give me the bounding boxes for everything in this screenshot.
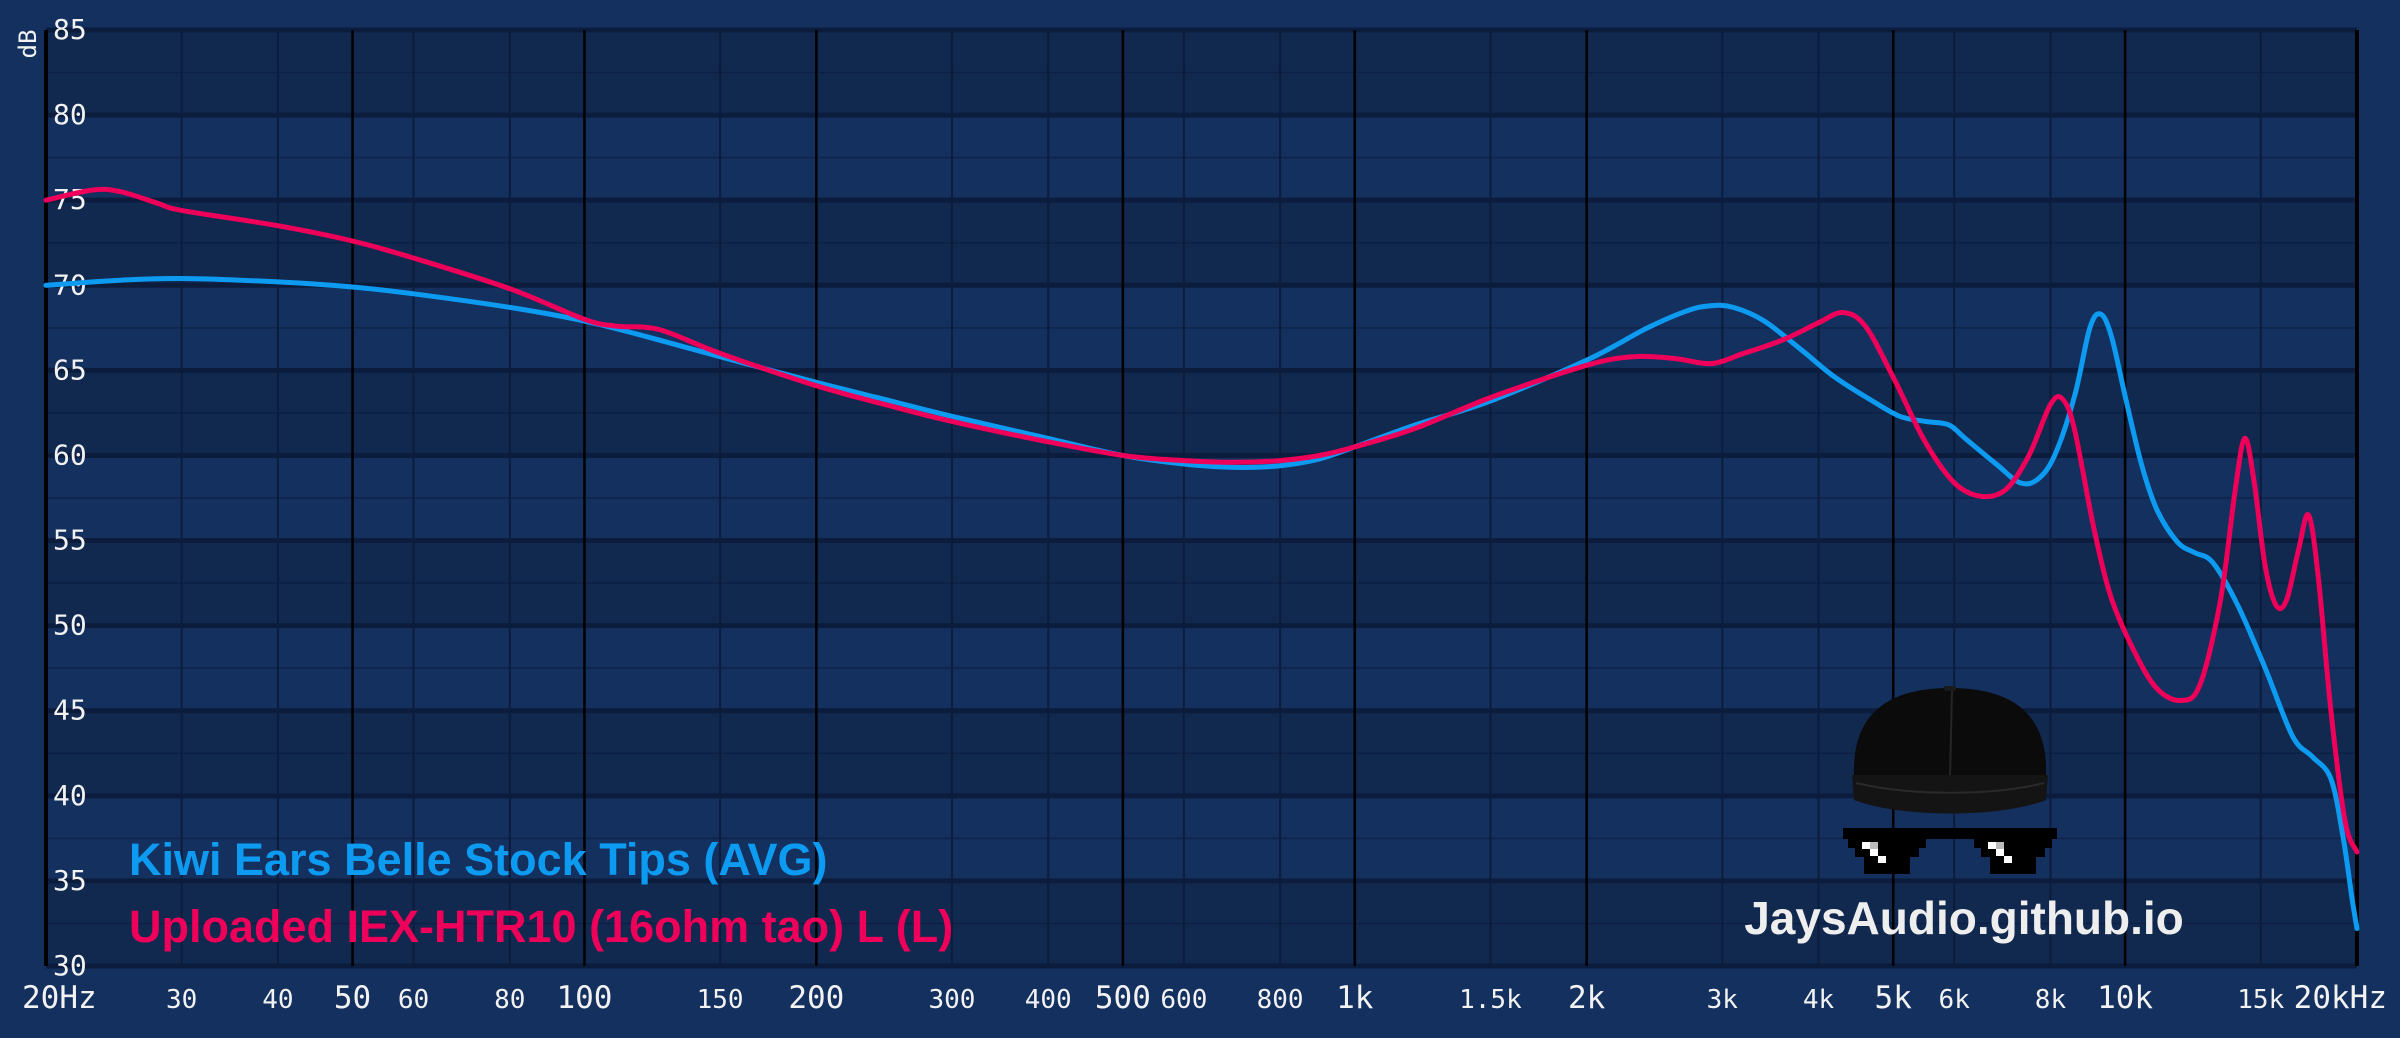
y-axis-label: dB bbox=[14, 30, 42, 59]
x-tick-label: 20kHz bbox=[2294, 980, 2387, 1016]
legend-entry-iex-htr10: Uploaded IEX-HTR10 (16ohm tao) L (L) bbox=[129, 901, 953, 952]
axes: 20Hz 30 40 50 60 80 100 150 200 300 400 500 600 800 1k… bbox=[14, 13, 2387, 1016]
x-tick-label: 4k bbox=[1803, 985, 1835, 1015]
x-tick-label: 40 bbox=[262, 985, 293, 1015]
grid bbox=[44, 27, 2359, 969]
x-tick-label: 15k bbox=[2237, 985, 2284, 1015]
y-tick-label: 85 bbox=[53, 13, 87, 46]
x-tick-label: 80 bbox=[494, 985, 525, 1015]
y-tick-label: 60 bbox=[53, 438, 87, 471]
legend: Kiwi Ears Belle Stock Tips (AVG) Uploade… bbox=[129, 834, 953, 952]
y-tick-label: 65 bbox=[53, 353, 87, 386]
series-line-iex-htr10 bbox=[43, 186, 2360, 855]
x-tick-label: 20Hz bbox=[22, 980, 97, 1016]
x-tick-label: 1.5k bbox=[1459, 985, 1522, 1015]
x-tick-label: 6k bbox=[1939, 985, 1971, 1015]
cap-and-pixel-sunglasses-icon bbox=[1843, 686, 2057, 874]
watermark-text: JaysAudio.github.io bbox=[1744, 892, 2184, 944]
x-tick-label: 60 bbox=[398, 985, 429, 1015]
x-tick-label: 800 bbox=[1257, 985, 1304, 1015]
y-tick-label: 50 bbox=[53, 609, 87, 642]
x-tick-label: 200 bbox=[788, 980, 844, 1016]
x-tick-label: 150 bbox=[697, 985, 744, 1015]
watermark: JaysAudio.github.io bbox=[1744, 686, 2184, 944]
x-tick-label: 30 bbox=[166, 985, 197, 1015]
y-tick-label: 80 bbox=[53, 98, 87, 131]
x-tick-label: 50 bbox=[334, 980, 371, 1016]
y-tick-label: 45 bbox=[53, 694, 87, 727]
x-tick-label: 1k bbox=[1336, 980, 1374, 1016]
y-tick-label: 35 bbox=[53, 864, 87, 897]
x-tick-label: 500 bbox=[1095, 980, 1151, 1016]
x-tick-label: 3k bbox=[1707, 985, 1739, 1015]
series-line-kiwi-ears-belle bbox=[43, 275, 2360, 932]
y-tick-label: 40 bbox=[53, 779, 87, 812]
x-tick-label: 5k bbox=[1875, 980, 1913, 1016]
x-tick-label: 8k bbox=[2035, 985, 2067, 1015]
x-tick-label: 400 bbox=[1025, 985, 1072, 1015]
legend-entry-kiwi-ears-belle: Kiwi Ears Belle Stock Tips (AVG) bbox=[129, 834, 828, 885]
x-tick-label: 600 bbox=[1160, 985, 1207, 1015]
series-lines bbox=[43, 186, 2360, 932]
y-tick-label: 30 bbox=[53, 949, 87, 982]
x-tick-label: 300 bbox=[928, 985, 975, 1015]
y-tick-label: 55 bbox=[53, 524, 87, 557]
x-tick-label: 100 bbox=[556, 980, 612, 1016]
x-tick-label: 2k bbox=[1568, 980, 1606, 1016]
x-tick-label: 10k bbox=[2097, 980, 2153, 1016]
